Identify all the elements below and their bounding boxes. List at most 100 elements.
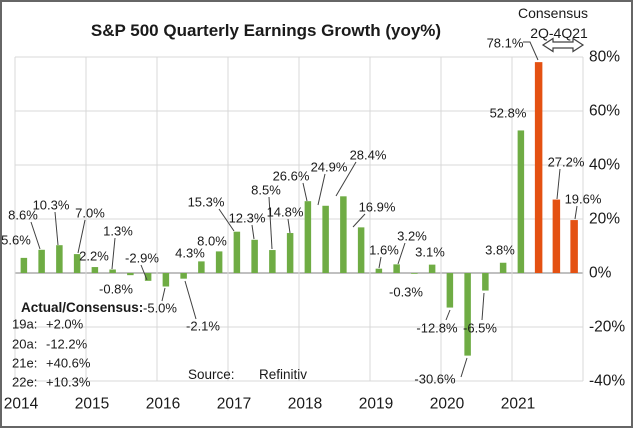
- annotation-row-value: +10.3%: [46, 375, 91, 390]
- bar-label: 12.3%: [229, 211, 266, 226]
- leader-line: [287, 218, 291, 234]
- annotation-row-value: +40.6%: [46, 356, 91, 371]
- bar-label: 28.4%: [350, 148, 387, 163]
- bar-label: 2.2%: [79, 249, 109, 264]
- chart-plot-area: 5.6% 8.6%10.3% 7.0% 2.2% 1.3% -0.8% -2.9% -5.0%…: [1, 36, 625, 413]
- y-axis-label: 40%: [589, 157, 620, 174]
- leader-line: [378, 256, 382, 269]
- leader-line: [397, 242, 406, 265]
- bar: [411, 273, 418, 274]
- bar-label: 78.1%: [487, 36, 524, 51]
- leader-line: [352, 213, 366, 228]
- leader-line: [161, 287, 166, 302]
- bar: [180, 273, 187, 279]
- bar-label: 3.1%: [415, 245, 445, 260]
- y-axis-label: 80%: [589, 49, 620, 66]
- leader-line: [460, 357, 468, 378]
- leader-line: [77, 219, 86, 254]
- bar: [56, 245, 63, 273]
- bar-label: -2.9%: [125, 251, 159, 266]
- bar-label: -0.3%: [389, 285, 423, 300]
- bar: [393, 264, 400, 273]
- bar: [215, 251, 223, 273]
- bar: [73, 254, 81, 273]
- annotation-row-label: 21e:: [12, 356, 37, 371]
- leader-line: [251, 224, 255, 240]
- bar: [233, 231, 241, 273]
- bar-label: -6.5%: [463, 321, 497, 336]
- y-axis-label: -20%: [589, 319, 625, 336]
- bar: [375, 268, 383, 273]
- bar: [340, 196, 347, 273]
- leader-line: [574, 205, 578, 220]
- y-axis-label: 0%: [589, 265, 612, 282]
- bar: [304, 201, 312, 273]
- x-axis-label: 2019: [359, 396, 393, 413]
- annotation-row-value: +2.0%: [46, 317, 84, 332]
- annotation-rows: 19a: +2.0% 20a: -12.2% 21e: +40.6% 22e: +10.3%: [12, 317, 91, 390]
- bar: [552, 199, 561, 273]
- bar: [534, 62, 543, 273]
- bar: [91, 267, 99, 273]
- bar-label: 24.9%: [311, 160, 348, 175]
- bar: [464, 273, 471, 356]
- bar: [127, 273, 134, 276]
- leader-line: [445, 309, 451, 321]
- bar-label: 3.2%: [397, 229, 427, 244]
- leader-line: [302, 182, 308, 202]
- bar-label: 19.6%: [565, 192, 602, 207]
- bar: [499, 262, 507, 273]
- bar-label: 7.0%: [75, 206, 105, 221]
- bar-label: 8.0%: [197, 234, 227, 249]
- bar-label: 1.3%: [103, 224, 133, 239]
- bar: [144, 273, 152, 281]
- source-label: Source:: [188, 367, 235, 382]
- bar-label: 1.6%: [369, 243, 399, 258]
- bar: [109, 269, 116, 273]
- bar-label: -30.6%: [414, 372, 456, 387]
- bar: [517, 130, 525, 273]
- bar-label: 5.6%: [1, 233, 31, 248]
- leader-line: [184, 280, 197, 320]
- leader-line: [54, 211, 59, 246]
- bar-label: -2.1%: [186, 319, 220, 334]
- leader-line: [268, 196, 273, 250]
- bar-label: 14.8%: [267, 205, 304, 220]
- leader-line: [218, 208, 235, 232]
- bar-label: -5.0%: [143, 301, 177, 316]
- bar: [428, 264, 436, 273]
- bar: [251, 239, 258, 273]
- leader-line: [317, 173, 326, 206]
- consensus-note-line2: 2Q-4Q21: [530, 25, 588, 41]
- bar-label: 3.8%: [485, 243, 515, 258]
- bar: [482, 273, 489, 291]
- bar: [38, 249, 45, 273]
- bar-label: 8.6%: [8, 208, 38, 223]
- bar: [570, 220, 578, 273]
- bar: [286, 233, 294, 273]
- leader-line: [30, 221, 41, 250]
- bar-label: 15.3%: [188, 195, 225, 210]
- chart-title: S&P 500 Quarterly Earnings Growth (yoy%): [91, 21, 441, 40]
- x-axis-label: 2016: [146, 396, 180, 413]
- bar: [198, 261, 205, 273]
- double-arrow-icon: [541, 37, 585, 53]
- annotation-row-label: 22e:: [12, 375, 37, 390]
- annotation-row-label: 20a:: [12, 337, 37, 352]
- bar-label: 27.2%: [548, 155, 585, 170]
- bar-label: -12.8%: [416, 321, 458, 336]
- bar-label: 26.6%: [273, 169, 310, 184]
- annotation-row-label: 19a:: [12, 317, 37, 332]
- x-axis-label: 2015: [75, 396, 109, 413]
- bar: [269, 250, 276, 273]
- x-axis-label: 2021: [501, 396, 535, 413]
- bar-label: 52.8%: [490, 106, 527, 121]
- leader-line: [481, 292, 485, 321]
- bar-label: 10.3%: [33, 198, 70, 213]
- y-axis-label: -40%: [589, 373, 625, 390]
- bar-label: 8.5%: [251, 183, 281, 198]
- x-axis-label: 2017: [217, 396, 251, 413]
- y-axis-label: 60%: [589, 103, 620, 120]
